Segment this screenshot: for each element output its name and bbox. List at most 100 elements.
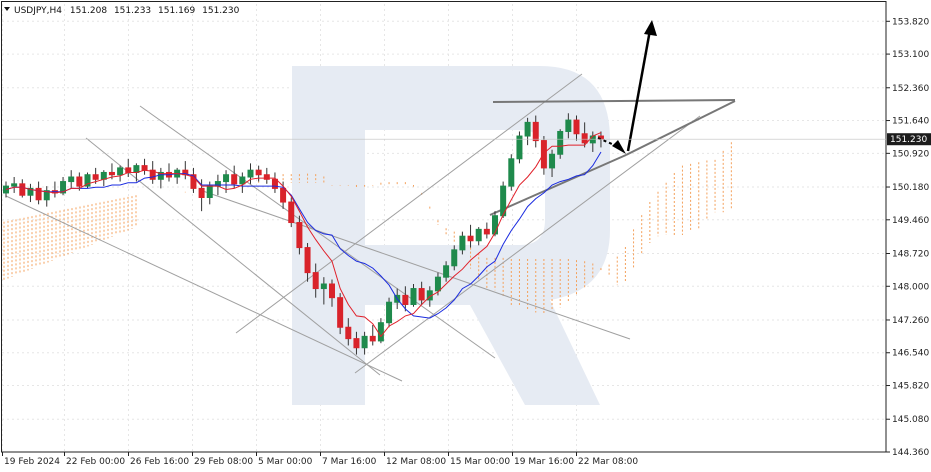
candle-body [27, 187, 34, 196]
y-tick-label: 145.080 [892, 415, 929, 425]
candle [329, 279, 335, 307]
y-tick-label: 144.360 [892, 448, 929, 458]
candle-body [508, 158, 515, 187]
candle-body [206, 185, 213, 198]
candle [68, 170, 75, 189]
candle-body [149, 169, 156, 180]
svg-text:USDJPY,H4 151.208: USDJPY,H4 151.208 151.233 151.169 151.23… [14, 6, 240, 16]
candle [475, 227, 482, 246]
y-tick-label: 150.180 [892, 183, 929, 193]
candle-body [255, 169, 262, 176]
candle-body [320, 283, 327, 290]
candle-body [557, 130, 564, 155]
forecast-down-arrowhead [612, 140, 626, 154]
candle [418, 281, 425, 305]
candle [508, 154, 515, 191]
candle-body [141, 165, 148, 171]
candle [353, 331, 360, 355]
candle-body [532, 121, 539, 142]
candle-body [60, 181, 67, 194]
y-tick-label: 145.820 [892, 382, 929, 392]
candle-body [467, 235, 474, 242]
x-tick-label: 15 Mar 00:00 [450, 457, 510, 467]
y-tick-label: 150.920 [892, 149, 929, 159]
candle [288, 197, 295, 228]
header-high: 151.233 [114, 6, 151, 16]
watermark-logo [292, 66, 610, 405]
candle [27, 183, 34, 203]
header-open: 151.208 [70, 6, 107, 16]
current-price-label: 151.230 [890, 135, 927, 145]
candle-body [377, 322, 384, 342]
candle-body [271, 178, 278, 189]
candle-body [133, 165, 140, 173]
candle [532, 115, 539, 148]
candle-body [190, 174, 197, 189]
candle [11, 177, 18, 193]
candle-body [247, 169, 254, 178]
candle [345, 318, 352, 346]
candle-body [434, 276, 441, 292]
y-tick-label: 146.540 [892, 349, 929, 359]
candle [516, 131, 523, 164]
y-tick-label: 147.260 [892, 316, 929, 326]
triangle-upper-line [492, 99, 736, 103]
candle-body [540, 140, 547, 169]
candle-body [223, 174, 230, 183]
candle [296, 215, 303, 255]
x-tick-label: 5 Mar 00:00 [258, 457, 313, 467]
candle-body [239, 176, 246, 185]
candle [51, 181, 58, 198]
chart-header: USDJPY,H4 151.208 151.233 151.169 151.23… [4, 6, 240, 16]
candle [157, 167, 164, 189]
candle [182, 161, 189, 180]
symbol-dropdown-icon[interactable] [4, 7, 10, 11]
candle-body [329, 283, 335, 299]
candle-body [92, 174, 99, 180]
candle [320, 277, 327, 305]
candle-body [353, 338, 360, 349]
candle-body [475, 228, 482, 242]
candle-body [451, 249, 458, 267]
candle-body [84, 174, 91, 187]
candle-body [68, 176, 75, 183]
candle [557, 129, 564, 159]
candle [337, 293, 344, 335]
candle-body [125, 167, 132, 173]
candle [19, 179, 26, 198]
candle [190, 167, 197, 193]
candle [369, 324, 376, 346]
x-tick-label: 26 Feb 16:00 [130, 457, 189, 467]
candle-body [117, 167, 124, 176]
y-tick-label: 153.820 [892, 17, 929, 27]
candle-body [288, 201, 295, 224]
candle [84, 172, 91, 189]
y-tick-label: 148.000 [892, 282, 929, 292]
candle [3, 181, 9, 198]
candle-body [43, 190, 50, 201]
candle [451, 245, 458, 271]
candle [443, 261, 450, 282]
candle [35, 181, 42, 205]
candle [304, 243, 311, 282]
candle-body [402, 294, 409, 305]
candle [467, 224, 474, 248]
candle-body [263, 174, 270, 180]
candle-body [573, 119, 580, 135]
candle-body [3, 185, 9, 194]
candle [402, 286, 409, 312]
y-tick-label: 152.360 [892, 84, 929, 94]
candle [239, 172, 246, 193]
candle-body [304, 247, 311, 274]
candle-body [198, 187, 205, 198]
candle-body [19, 183, 26, 196]
candle-body [108, 171, 115, 176]
candle-body [581, 133, 588, 144]
candle-body [35, 187, 42, 201]
candle-body [345, 326, 352, 340]
candle [117, 165, 124, 182]
trendline [199, 189, 631, 340]
candle-body [369, 335, 376, 342]
